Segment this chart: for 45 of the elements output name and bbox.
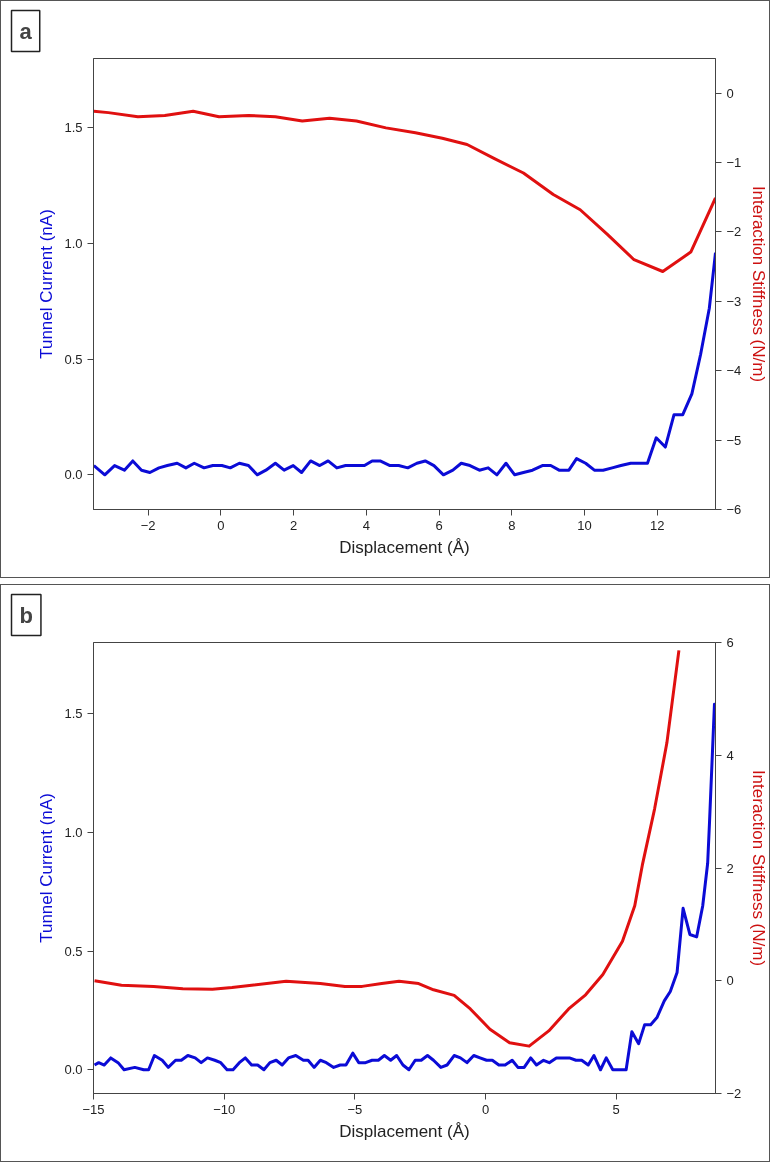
x-tick-label: 5 [612, 1101, 620, 1117]
y2-tick-label: 2 [726, 860, 734, 876]
x-tick-label: 0 [217, 517, 225, 533]
y2-tick-label: 0 [726, 85, 734, 101]
y2-tick-label: −1 [726, 155, 742, 171]
y-tick-label: 0.5 [64, 943, 83, 959]
y2-tick-label: 6 [726, 635, 734, 650]
x-tick-label: 8 [508, 517, 516, 533]
x-tick-label: 12 [650, 517, 665, 533]
x-tick-label: −10 [213, 1101, 236, 1117]
y-tick-label: 1.5 [64, 120, 83, 136]
y-tick-label: 1.0 [64, 236, 83, 252]
x-axis-title: Displacement (Å) [339, 1121, 470, 1141]
line-series [93, 251, 716, 477]
y2-tick-label: −6 [726, 502, 742, 517]
text: a [19, 18, 33, 44]
x-tick-label: 4 [362, 517, 370, 533]
y-axis-title: Tunnel Current (nA) [37, 793, 57, 943]
y2-tick-label: −4 [726, 363, 742, 379]
y-tick-label: 1.5 [64, 706, 83, 722]
y-tick-label: 1.0 [64, 824, 83, 840]
x-axis-title: Displacement (Å) [339, 537, 470, 557]
x-tick-label: −15 [82, 1101, 105, 1117]
line-series [93, 109, 716, 274]
x-tick-label: 6 [435, 517, 443, 533]
line-series [93, 702, 716, 1072]
y-tick-label: 0.5 [64, 351, 83, 367]
y2-tick-label: −2 [726, 1086, 742, 1101]
text: b [19, 602, 33, 628]
y2-axis-title: Interaction Stiffness (N/m) [749, 769, 769, 967]
y2-tick-label: 4 [726, 747, 734, 763]
x-tick-label: 0 [481, 1101, 490, 1117]
y2-tick-label: −3 [726, 293, 742, 309]
x-tick-label: −2 [140, 517, 156, 533]
y-tick-label: 0.0 [64, 467, 83, 483]
y2-tick-label: 0 [726, 973, 734, 989]
y2-tick-label: −2 [726, 224, 742, 240]
y2-axis-title: Interaction Stiffness (N/m) [749, 185, 769, 383]
y-axis-title: Tunnel Current (nA) [37, 209, 57, 359]
y2-tick-label: −5 [726, 432, 742, 448]
line-series [93, 648, 681, 1048]
x-tick-label: −5 [347, 1101, 363, 1117]
y-tick-label: 0.0 [64, 1062, 83, 1078]
x-tick-label: 2 [289, 517, 298, 533]
x-tick-label: 10 [577, 517, 592, 533]
